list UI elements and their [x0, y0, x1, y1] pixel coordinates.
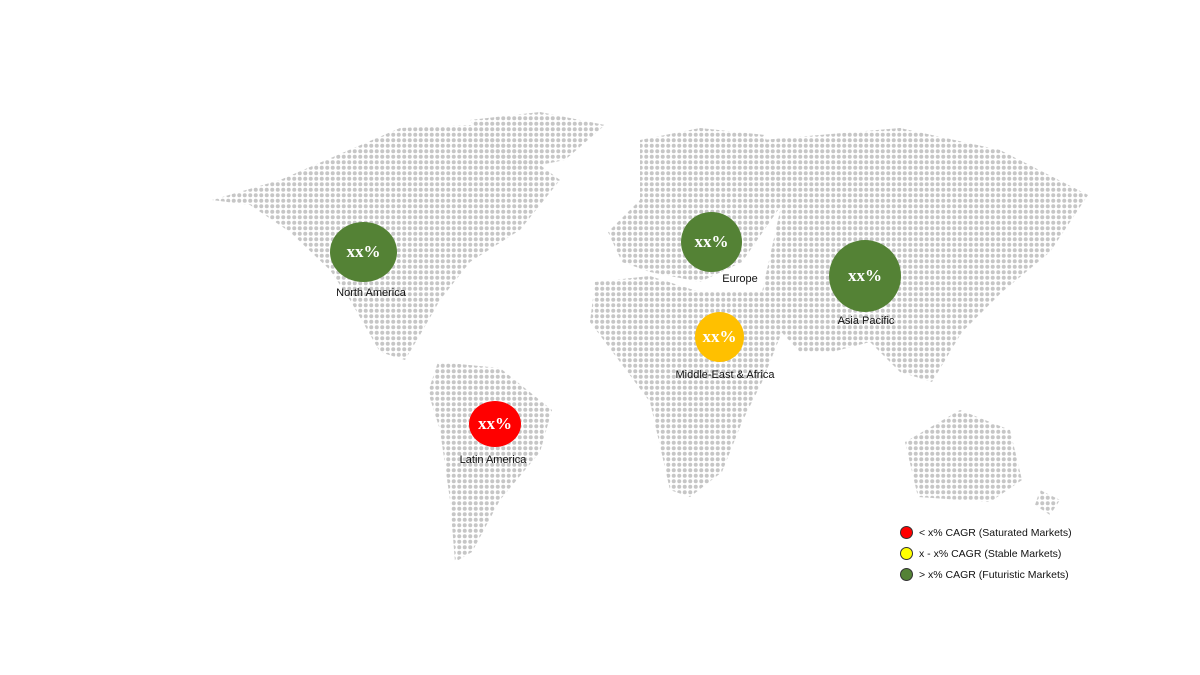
europe-bubble: xx%	[681, 212, 742, 272]
europe-label: Europe	[722, 273, 758, 285]
legend-item-stable: x - x% CAGR (Stable Markets)	[900, 543, 1072, 564]
continent-greenland	[470, 112, 605, 172]
continent-new-zealand	[1035, 490, 1060, 515]
continent-asia	[762, 128, 1088, 382]
continent-south-america	[428, 362, 552, 562]
continent-australia	[905, 410, 1022, 502]
legend-label: > x% CAGR (Futuristic Markets)	[919, 568, 1069, 581]
latin-america-label: Latin America	[459, 454, 527, 466]
region-value: xx%	[478, 414, 512, 433]
legend-label: < x% CAGR (Saturated Markets)	[919, 526, 1072, 539]
region-value: xx%	[848, 266, 882, 285]
region-value: xx%	[694, 232, 729, 251]
continent-africa	[590, 276, 782, 497]
green-dot-icon	[900, 568, 913, 581]
legend-item-saturated: < x% CAGR (Saturated Markets)	[900, 522, 1072, 543]
middle-east-africa-label: Middle-East & Africa	[675, 369, 775, 381]
legend-item-futuristic: > x% CAGR (Futuristic Markets)	[900, 564, 1072, 585]
region-value: xx%	[702, 327, 737, 346]
north-america-bubble: xx%	[330, 222, 397, 282]
legend: < x% CAGR (Saturated Markets) x - x% CAG…	[900, 522, 1072, 585]
middle-east-africa-bubble: xx%	[695, 312, 744, 362]
latin-america-bubble: xx%	[469, 401, 521, 447]
asia-pacific-label: Asia Pacific	[837, 315, 895, 327]
region-value: xx%	[346, 242, 381, 261]
legend-label: x - x% CAGR (Stable Markets)	[919, 547, 1062, 560]
asia-pacific-bubble: xx%	[829, 240, 901, 312]
north-america-label: North America	[336, 287, 406, 299]
red-dot-icon	[900, 526, 913, 539]
yellow-dot-icon	[900, 547, 913, 560]
